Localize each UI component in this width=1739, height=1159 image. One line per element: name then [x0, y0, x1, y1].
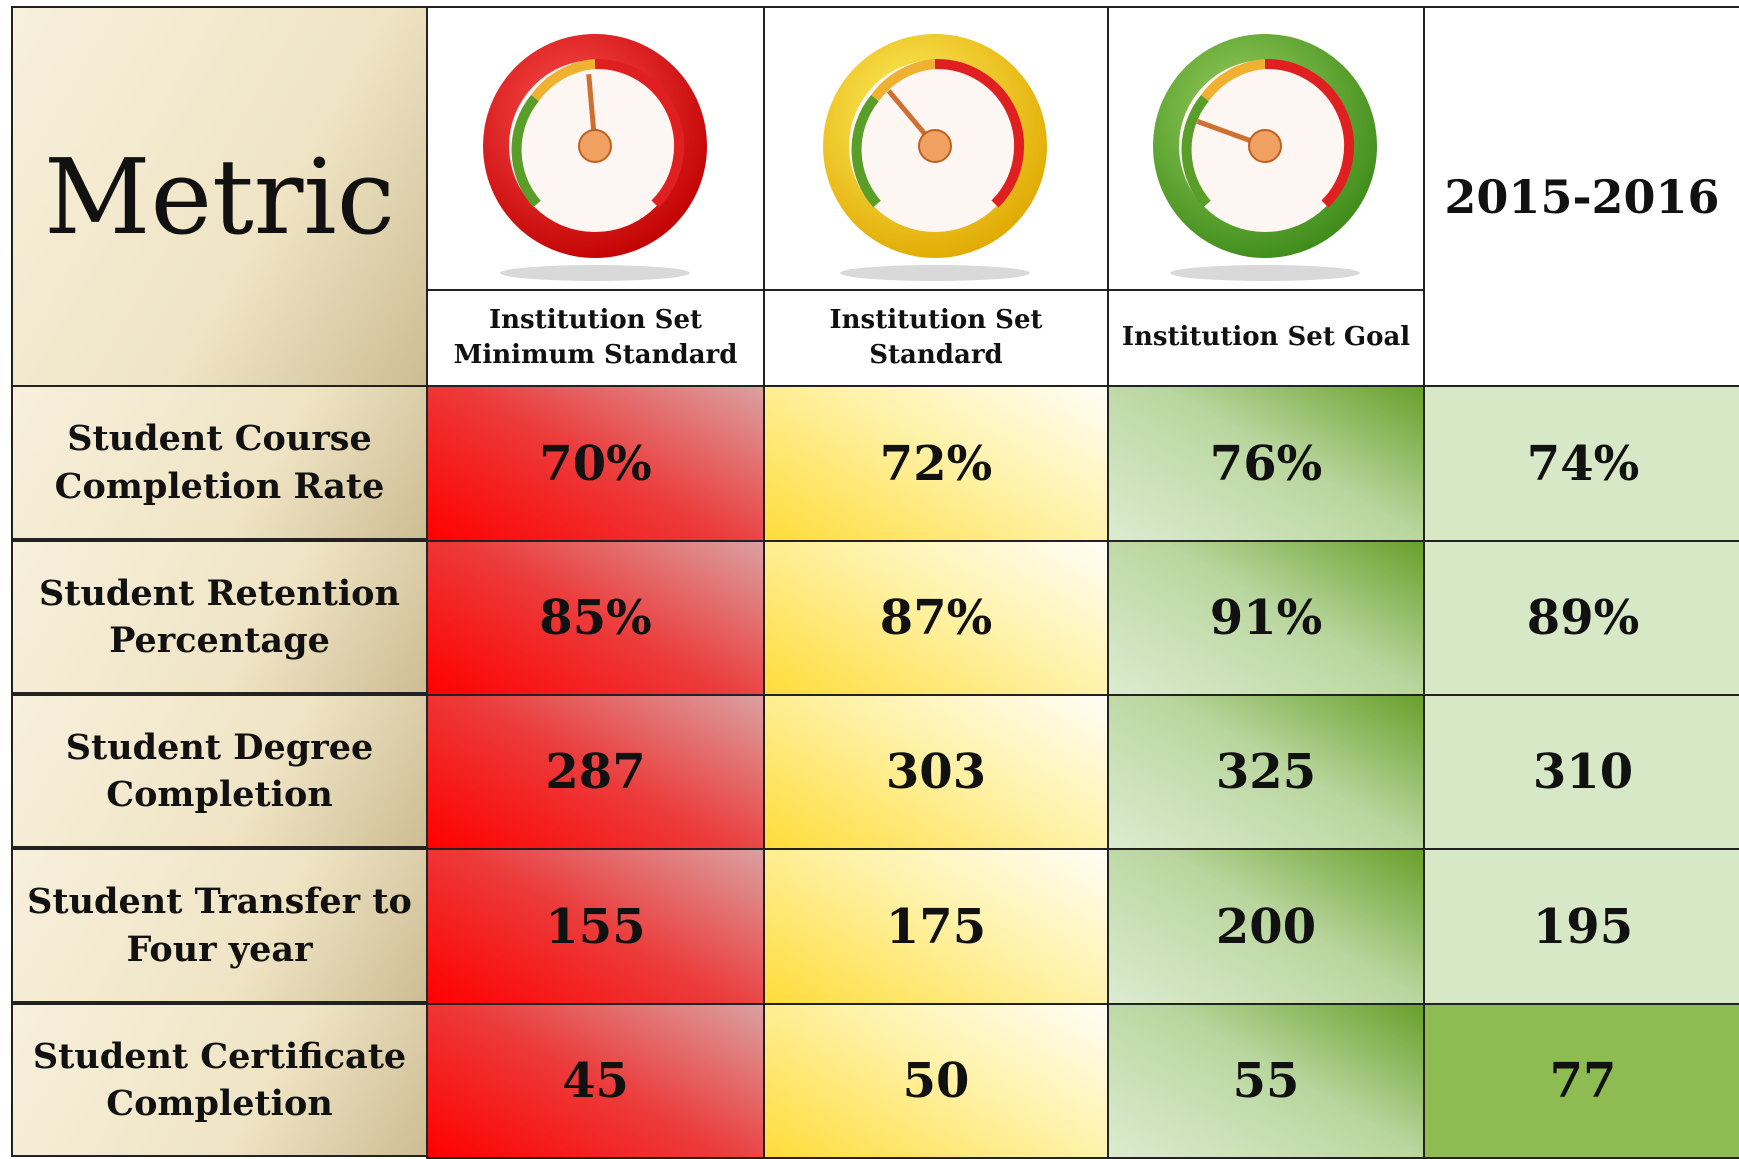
row-label: Student Transfer to Four year	[11, 848, 428, 1003]
value-cell: 55	[1107, 1003, 1425, 1159]
metric-title: Metric	[43, 135, 396, 258]
value-cell-text: 45	[562, 1053, 629, 1109]
value-cell-text: 175	[885, 898, 987, 955]
value-cell-text: 303	[885, 744, 987, 800]
value-cell-text: 200	[1215, 898, 1317, 955]
value-cell-text: 310	[1532, 744, 1634, 800]
value-cell: 155	[426, 848, 765, 1005]
value-cell: 89%	[1423, 540, 1739, 696]
value-cell: 303	[763, 694, 1109, 850]
value-cell-text: 325	[1215, 744, 1317, 800]
value-cell: 85%	[426, 540, 765, 696]
value-cell: 45	[426, 1003, 765, 1159]
value-cell-text: 55	[1232, 1053, 1300, 1109]
gauge-icon	[1153, 34, 1377, 281]
year-title: 2015-2016	[1444, 169, 1720, 224]
value-cell: 310	[1423, 694, 1739, 850]
value-cell-text: 287	[545, 744, 646, 800]
year-header: 2015-2016	[1423, 6, 1739, 387]
value-cell: 70%	[426, 385, 765, 542]
column-header: Institution Set Goal	[1107, 289, 1425, 387]
value-cell-text: 74%	[1526, 435, 1640, 492]
row-label: Student Certificate Completion	[11, 1003, 428, 1157]
value-cell: 91%	[1107, 540, 1425, 696]
row-label: Student Course Completion Rate	[11, 385, 428, 540]
column-header: Institution Set Minimum Standard	[426, 289, 765, 387]
row-label-text: Student Transfer to Four year	[27, 881, 412, 970]
row-label: Student Degree Completion	[11, 694, 428, 848]
gauge-icon	[823, 34, 1047, 281]
value-cell-text: 50	[902, 1053, 970, 1109]
gauge-icon	[482, 34, 707, 281]
value-cell: 325	[1107, 694, 1425, 850]
value-cell-text: 87%	[879, 590, 993, 646]
value-cell: 77	[1423, 1003, 1739, 1159]
value-cell-text: 195	[1532, 898, 1634, 955]
column-header-text: Institution Set Minimum Standard	[453, 304, 738, 370]
value-cell: 200	[1107, 848, 1425, 1005]
value-cell-text: 76%	[1209, 435, 1323, 492]
value-cell-text: 72%	[879, 435, 993, 492]
row-label-text: Student Certificate Completion	[32, 1035, 407, 1124]
value-cell: 72%	[763, 385, 1109, 542]
row-label-text: Student Retention Percentage	[39, 572, 400, 661]
value-cell-text: 85%	[539, 590, 652, 646]
row-label-text: Student Degree Completion	[65, 726, 374, 815]
value-cell-text: 77	[1549, 1053, 1617, 1109]
value-cell: 74%	[1423, 385, 1739, 542]
value-cell: 87%	[763, 540, 1109, 696]
column-header-text: Institution Set Standard	[829, 304, 1043, 370]
value-cell: 175	[763, 848, 1109, 1005]
row-label-text: Student Course Completion Rate	[54, 418, 385, 507]
value-cell: 76%	[1107, 385, 1425, 542]
row-label: Student Retention Percentage	[11, 540, 428, 694]
metric-header: Metric	[11, 6, 428, 387]
value-cell: 287	[426, 694, 765, 850]
column-header-text: Institution Set Goal	[1121, 322, 1411, 353]
value-cell-text: 91%	[1209, 590, 1323, 646]
column-header: Institution Set Standard	[763, 289, 1109, 387]
value-cell-text: 155	[545, 898, 646, 955]
value-cell-text: 70%	[539, 435, 652, 492]
value-cell-text: 89%	[1526, 590, 1640, 646]
value-cell: 195	[1423, 848, 1739, 1005]
value-cell: 50	[763, 1003, 1109, 1159]
